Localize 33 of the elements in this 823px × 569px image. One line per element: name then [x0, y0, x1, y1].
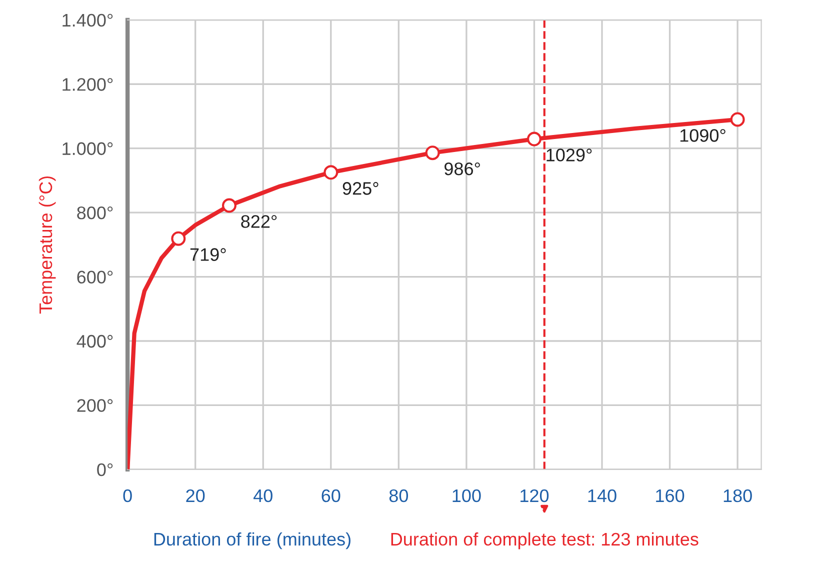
data-label: 1090° [680, 129, 726, 142]
y-tick-label: 200° [77, 399, 113, 412]
y-tick-label: 1.000° [62, 142, 113, 156]
point [324, 165, 338, 180]
data-label: 925° [342, 182, 378, 195]
y-tick-label: 0° [97, 463, 113, 476]
data-label: 822° [241, 215, 277, 228]
x-tick-label: 100 [452, 489, 481, 502]
x-tick-label: 20 [186, 489, 205, 502]
point [425, 146, 440, 160]
point [730, 112, 745, 127]
point [222, 198, 236, 213]
y-tick-label: 1.200° [62, 78, 113, 91]
point [526, 132, 542, 146]
point [171, 231, 186, 246]
x-tick-label: 180 [724, 489, 752, 502]
data-label: 986° [444, 162, 480, 176]
ref-line-label: Duration of complete test: 123 minutes [391, 532, 698, 550]
data-label: 1029° [546, 148, 592, 162]
y-tick-label: 1.400° [62, 14, 113, 27]
x-tick-label: 60 [322, 489, 340, 502]
y-tick-label: 800° [77, 206, 113, 220]
x-tick-label: 140 [588, 489, 616, 502]
x-tick-label: 40 [253, 489, 272, 502]
x-tick-label: 160 [656, 489, 684, 502]
x-tick-label: 120 [520, 489, 549, 502]
x-tick-label: 80 [389, 489, 408, 502]
x-tick-label: 0 [123, 489, 132, 502]
data-label: 719° [190, 248, 226, 261]
y-tick-label: 600° [77, 270, 113, 284]
x-axis-title: Duration of fire (minutes) [154, 532, 350, 550]
y-axis-title: Temperature (°C) [38, 176, 56, 314]
y-tick-label: 400° [76, 334, 113, 348]
